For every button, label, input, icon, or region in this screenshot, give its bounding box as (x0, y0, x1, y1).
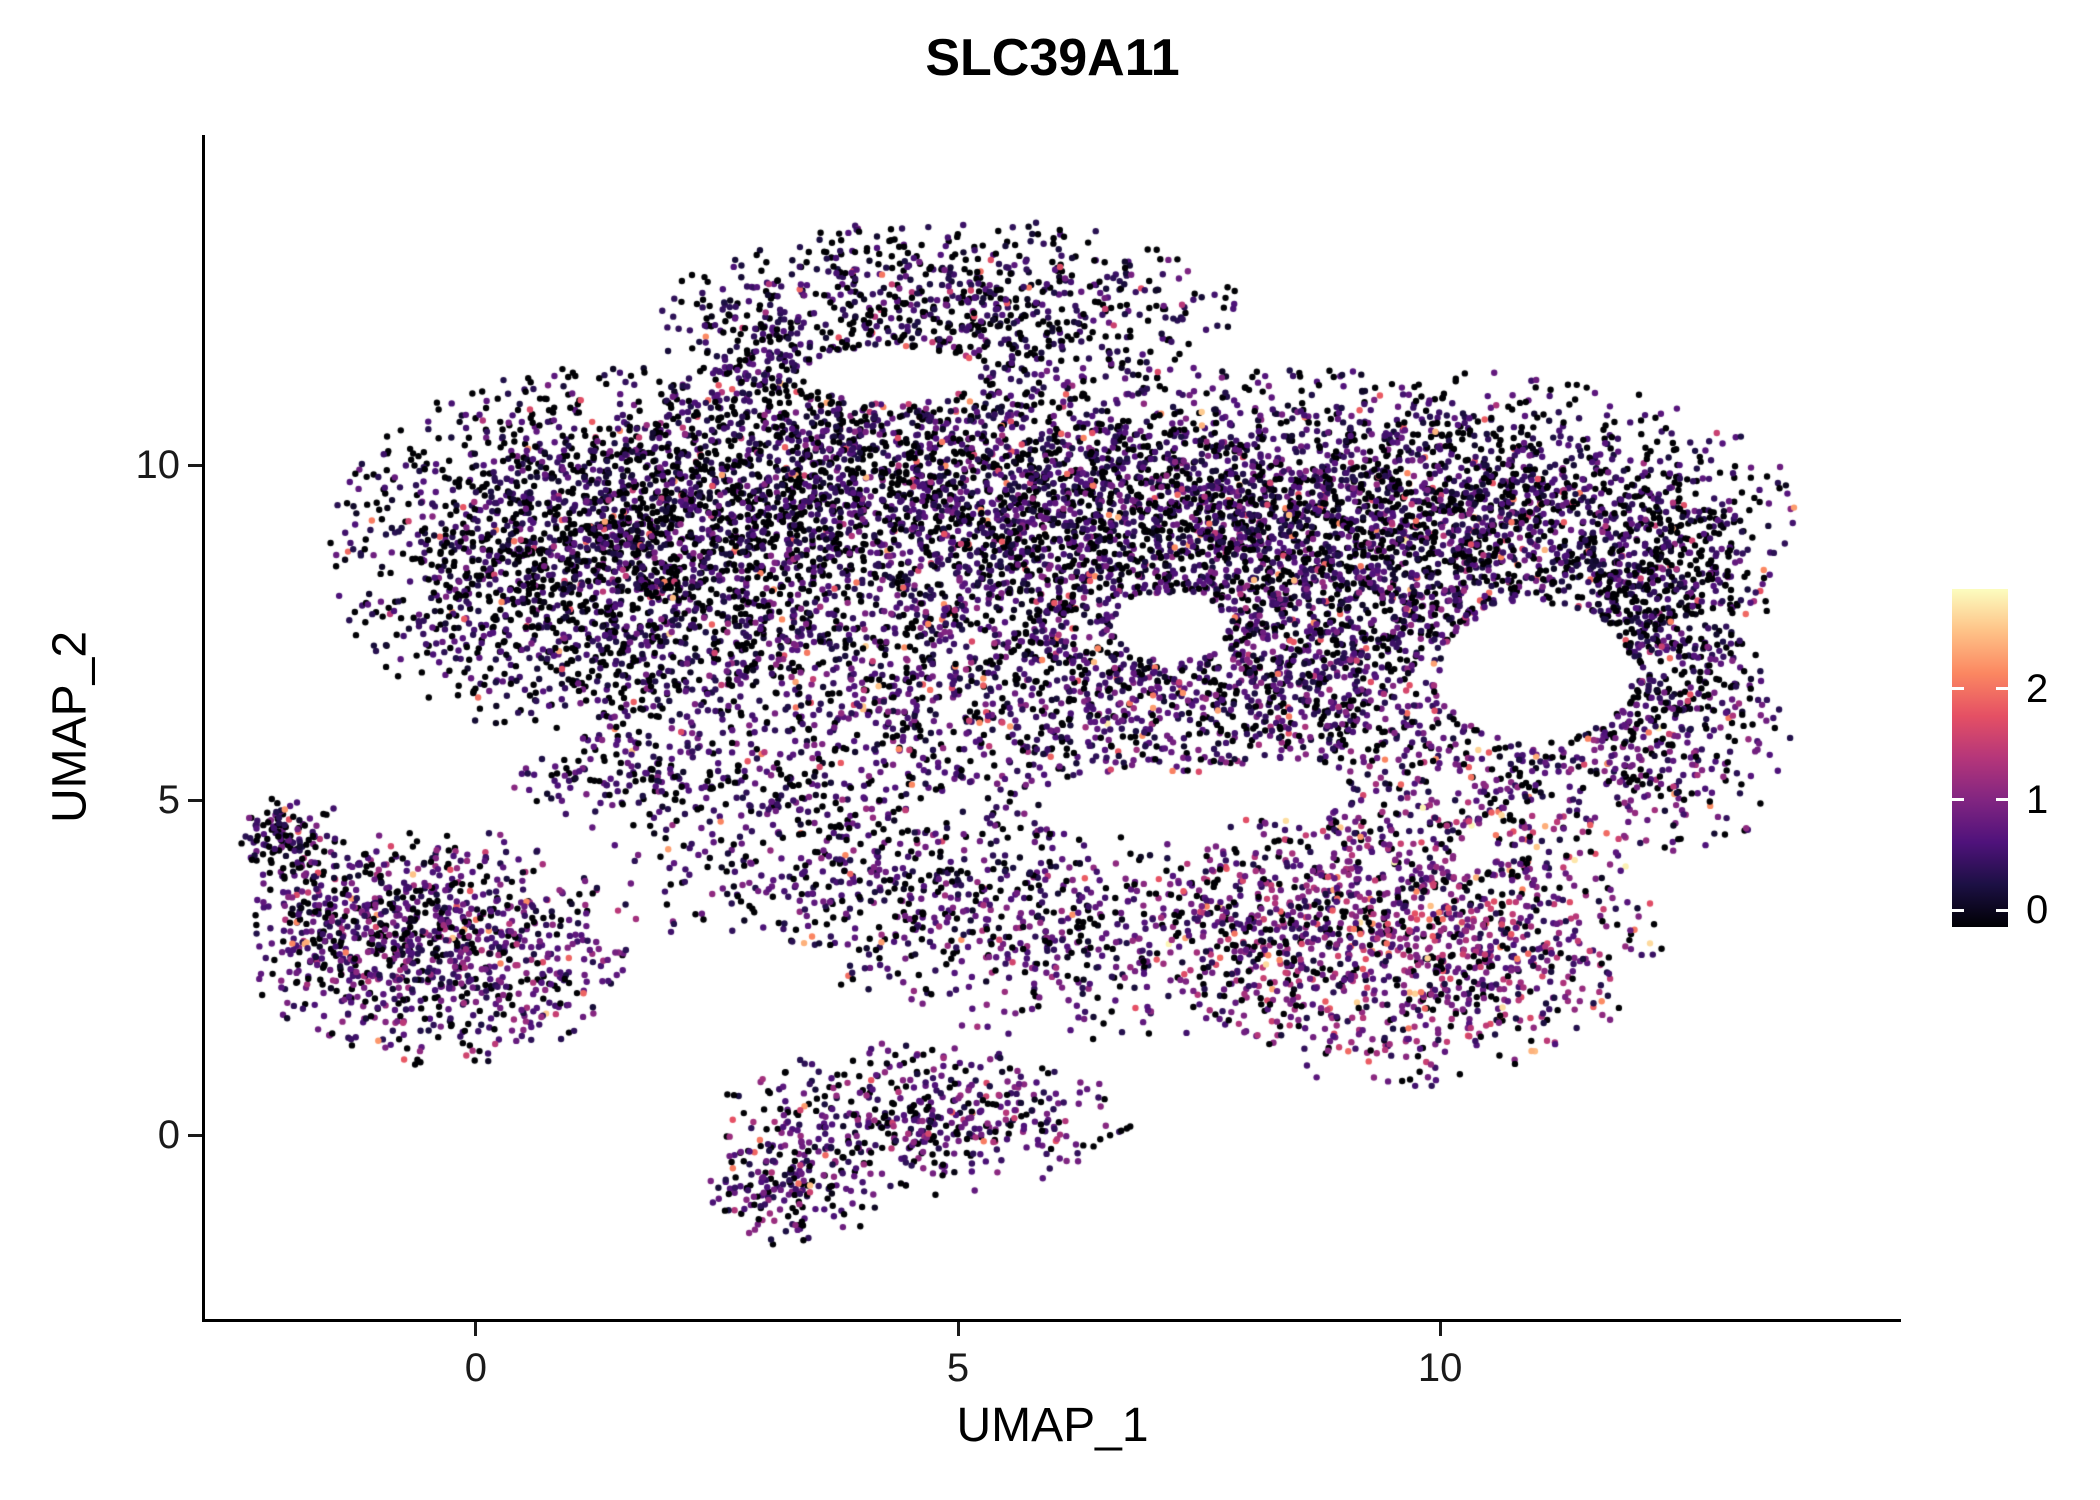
colorbar-tick-mark (1996, 687, 2008, 691)
y-axis-tick-label: 5 (157, 778, 180, 823)
y-axis-tick-mark (188, 1133, 202, 1137)
y-axis-tick-mark (188, 463, 202, 467)
colorbar-tick-mark (1996, 908, 2008, 912)
x-axis-tick-mark (1438, 1322, 1442, 1336)
colorbar-tick-mark (1952, 908, 1964, 912)
colorbar-tick-mark (1952, 687, 1964, 691)
x-axis-tick-mark (956, 1322, 960, 1336)
x-axis-tick-mark (474, 1322, 478, 1336)
x-axis-tick-label: 10 (1417, 1346, 1463, 1390)
y-axis-title: UMAP_2 (43, 630, 97, 824)
y-axis-tick-mark (188, 798, 202, 802)
colorbar-tick-label: 2 (2026, 666, 2049, 711)
colorbar-tick-label: 1 (2026, 777, 2049, 822)
y-axis-tick-label: 0 (157, 1113, 180, 1158)
colorbar-tick-mark (1996, 798, 2008, 802)
colorbar-tick-label: 0 (2026, 888, 2049, 933)
colorbar-tick-mark (1952, 798, 1964, 802)
plot-title: SLC39A11 (925, 29, 1180, 87)
colorbar-gradient (1952, 589, 2008, 927)
x-axis-tick-label: 5 (946, 1346, 970, 1390)
x-axis-line (202, 1319, 1901, 1322)
y-axis-tick-label: 10 (135, 443, 181, 488)
x-axis-title: UMAP_1 (956, 1399, 1149, 1452)
x-axis-tick-label: 0 (464, 1346, 488, 1390)
y-axis-line (202, 135, 205, 1322)
